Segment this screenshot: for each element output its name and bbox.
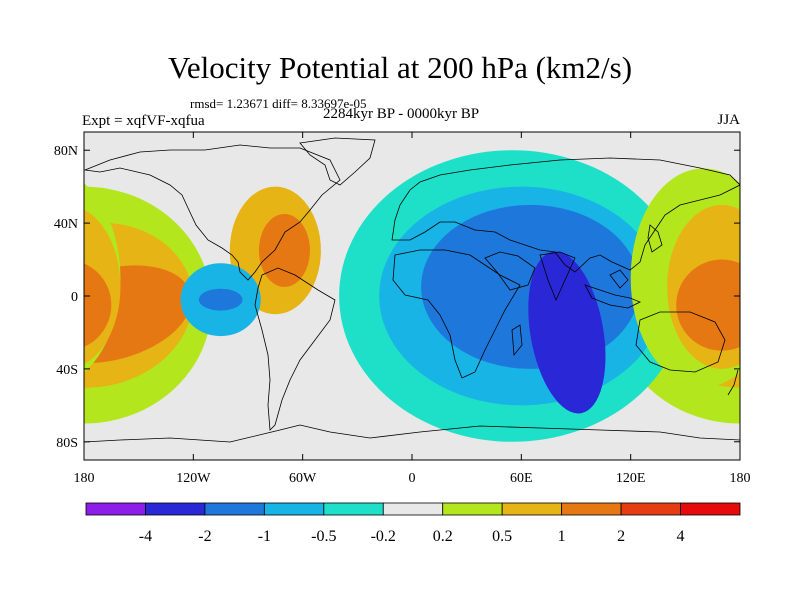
coastline-greenland (299, 137, 376, 186)
anomaly-region (528, 251, 606, 414)
coastline-arabia (484, 251, 536, 291)
y-tick-label: 40S (56, 363, 78, 378)
coastlines (84, 137, 740, 443)
y-tick-label: 80S (56, 436, 78, 451)
colorbar-swatch (501, 502, 563, 516)
experiment-label: Expt = xqfVF-xqfua (82, 113, 205, 129)
coastline-south-america (254, 267, 336, 431)
anomaly-region (198, 288, 243, 311)
x-tick-label: 120E (616, 471, 646, 486)
x-tick-label: 60E (510, 471, 533, 486)
colorbar-swatch (263, 502, 325, 516)
x-tick-label: 180 (730, 471, 751, 486)
coastline-indonesia (584, 269, 641, 309)
colorbar-swatch (382, 502, 444, 516)
period-label: 2284kyr BP - 0000kyr BP (323, 106, 480, 122)
colorbar-label: -1 (258, 528, 271, 545)
coastline-antarctica (84, 424, 740, 443)
y-tick-label: 40N (54, 217, 78, 232)
coastline-new-zealand (727, 369, 739, 396)
colorbar-label: -2 (198, 528, 211, 545)
colorbar-swatch (323, 502, 384, 516)
coastline-india (539, 251, 576, 302)
x-tick-label: 60W (289, 471, 317, 486)
season-label: JJA (717, 112, 740, 128)
anomaly-region (84, 263, 112, 347)
map-title: Velocity Potential at 200 hPa (km2/s) (167, 50, 633, 85)
x-axis: 180 120W 60W 0 60E 120E 180 (74, 132, 751, 486)
anomaly-region (258, 214, 310, 287)
colorbar-swatch (442, 502, 503, 516)
colorbar-swatch (145, 502, 206, 516)
y-tick-label: 80N (54, 144, 78, 159)
colorbar-label: 0.2 (433, 528, 453, 545)
colorbar-swatch (620, 502, 681, 516)
coastline-japan (647, 224, 663, 253)
colorbar-label: -0.2 (371, 528, 396, 545)
coastline-madagascar (511, 324, 523, 357)
colorbar-swatch (680, 502, 741, 516)
colorbar-label: -4 (139, 528, 152, 545)
colorbar-swatch (204, 502, 265, 516)
coastline-australia (635, 311, 726, 373)
coastline-eurasia (391, 157, 740, 273)
coastline-africa (392, 249, 521, 379)
y-axis: 80N 40N 0 40S 80S (54, 144, 740, 451)
colorbar-swatch (561, 502, 622, 516)
colorbar-label: -0.5 (311, 528, 336, 545)
colorbar: -4 -2 -1 -0.5 -0.2 0.2 0.5 1 2 4 (85, 502, 741, 545)
x-tick-label: 120W (176, 471, 211, 486)
coastline-north-america (84, 144, 341, 281)
colorbar-label: 0.5 (492, 528, 512, 545)
x-tick-label: 180 (74, 471, 95, 486)
x-tick-label: 0 (409, 471, 416, 486)
colorbar-label: 1 (558, 528, 566, 545)
anomaly-layer (84, 150, 740, 442)
y-tick-label: 0 (71, 290, 78, 305)
colorbar-label: 2 (617, 528, 625, 545)
anomaly-region (676, 259, 740, 351)
statistics-label: rmsd= 1.23671 diff= 8.33697e-05 (190, 96, 367, 111)
colorbar-label: 4 (677, 528, 685, 545)
colorbar-swatch (85, 502, 146, 516)
